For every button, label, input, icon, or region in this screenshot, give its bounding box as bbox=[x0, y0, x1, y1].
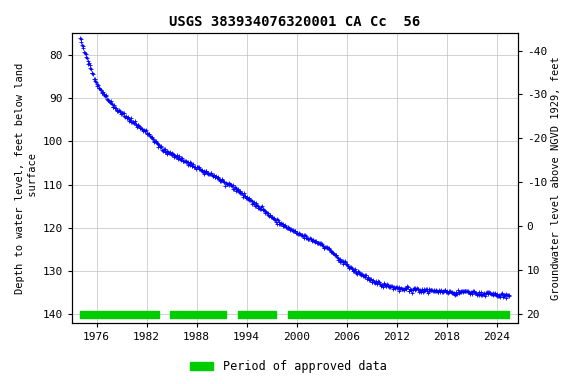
Y-axis label: Groundwater level above NGVD 1929, feet: Groundwater level above NGVD 1929, feet bbox=[551, 56, 561, 300]
Y-axis label: Depth to water level, feet below land
 surface: Depth to water level, feet below land su… bbox=[15, 62, 38, 294]
Title: USGS 383934076320001 CA Cc  56: USGS 383934076320001 CA Cc 56 bbox=[169, 15, 420, 29]
Legend: Period of approved data: Period of approved data bbox=[185, 356, 391, 378]
